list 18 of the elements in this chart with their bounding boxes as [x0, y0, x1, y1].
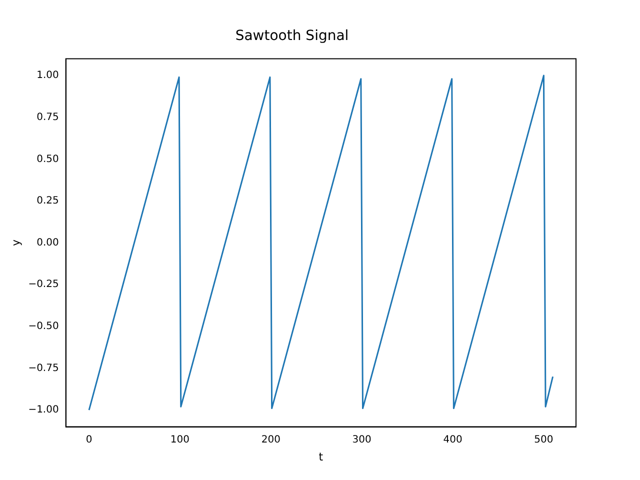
y-tick-label: −0.75	[28, 362, 59, 374]
x-tick-label: 200	[261, 434, 280, 446]
x-tick-label: 500	[534, 434, 554, 446]
x-tick-label: 100	[170, 434, 190, 446]
x-tick-label: 300	[352, 434, 372, 446]
y-tick-label: 0.00	[36, 237, 59, 248]
y-tick-label: −0.25	[28, 279, 59, 290]
y-tick-label: 0.50	[36, 154, 59, 165]
y-tick-label: −0.50	[28, 321, 59, 332]
x-tick-label: 0	[86, 434, 92, 446]
chart-title: Sawtooth Signal	[235, 28, 349, 44]
y-tick-label: 0.75	[36, 112, 59, 123]
y-tick-label: 1.00	[36, 70, 59, 82]
y-tick-label: 0.25	[36, 196, 59, 207]
x-axis-title: t	[318, 450, 324, 464]
x-tick-label: 400	[443, 434, 462, 446]
y-axis-title: y	[9, 239, 22, 246]
y-tick-label: −1.00	[28, 404, 59, 416]
